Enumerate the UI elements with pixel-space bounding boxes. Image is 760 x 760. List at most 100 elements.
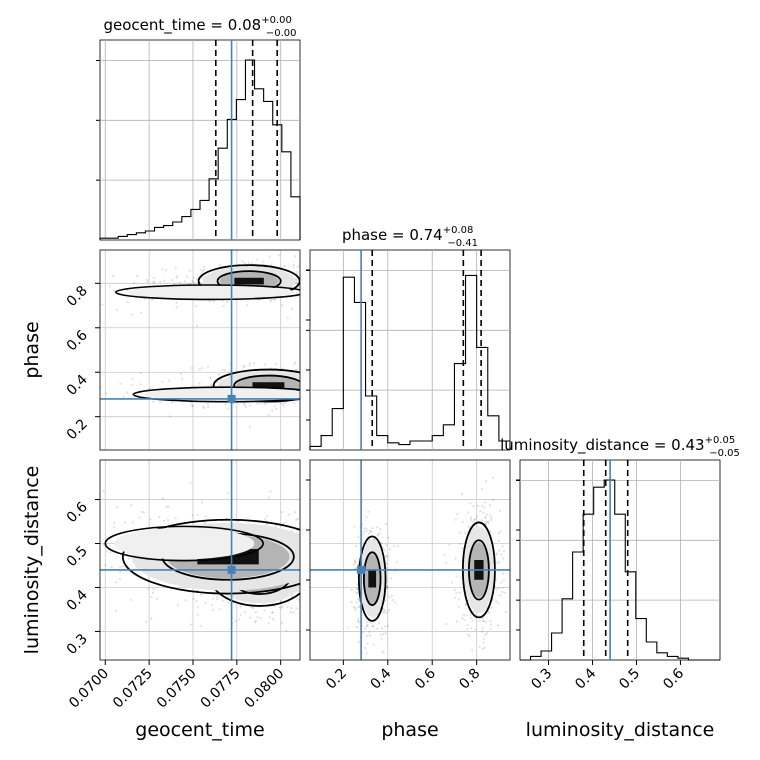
sample-point <box>152 280 155 283</box>
sample-point <box>301 269 303 271</box>
sample-point <box>377 370 379 372</box>
sample-point <box>162 519 166 522</box>
sample-point <box>296 270 299 273</box>
y-tick-label: 0.6 <box>64 327 91 354</box>
sample-point <box>385 562 388 566</box>
sample-point <box>290 607 293 610</box>
panel-frame <box>519 459 721 661</box>
sample-point <box>504 610 508 613</box>
sample-point <box>483 646 486 649</box>
sample-point <box>114 609 118 612</box>
sample-point <box>502 572 505 575</box>
sample-point <box>301 556 303 558</box>
sample-point <box>184 599 187 602</box>
sample-point <box>311 392 313 394</box>
sample-point <box>300 597 302 599</box>
sample-point <box>196 277 199 281</box>
sample-point <box>32 295 34 297</box>
sample-point <box>21 402 23 404</box>
sample-point <box>88 592 90 594</box>
sample-point <box>224 403 227 406</box>
sample-point <box>242 364 245 367</box>
sample-point <box>466 623 469 627</box>
sample-point <box>275 407 278 411</box>
sample-point <box>445 622 448 626</box>
sample-point <box>175 306 178 309</box>
sample-point <box>340 404 342 406</box>
sample-point <box>303 389 305 391</box>
sample-point <box>484 620 487 624</box>
sample-point <box>269 298 272 301</box>
panel-frame <box>99 249 301 451</box>
sample-point <box>302 586 304 588</box>
sample-point <box>267 496 270 499</box>
sample-point <box>202 406 206 410</box>
sample-point <box>390 387 392 389</box>
sample-point <box>102 489 105 493</box>
sample-point <box>321 279 323 281</box>
title-prefix: luminosity_distance = <box>500 436 671 455</box>
sample-point <box>296 517 300 520</box>
sample-point <box>296 368 299 371</box>
sample-point <box>499 594 502 597</box>
sample-point <box>445 301 447 303</box>
sample-point <box>501 586 504 590</box>
sample-point <box>368 634 371 637</box>
sample-point <box>305 278 307 280</box>
sample-point <box>316 368 318 370</box>
sample-point <box>97 552 99 554</box>
sample-point <box>364 647 367 650</box>
panel-title-luminosity_distance: luminosity_distance = 0.43+0.05 −0.05 <box>500 435 740 459</box>
sample-point <box>459 531 462 534</box>
sample-point <box>248 362 251 365</box>
histogram-geocent_time <box>99 59 301 240</box>
sample-point <box>450 581 454 584</box>
sample-point <box>385 611 388 615</box>
sample-point <box>60 579 62 581</box>
sample-point <box>145 620 148 624</box>
sample-point <box>390 594 393 597</box>
sample-point <box>310 385 312 387</box>
sample-point <box>371 625 374 628</box>
sample-point <box>252 607 255 610</box>
sample-point <box>174 516 177 520</box>
sample-point <box>362 533 365 536</box>
sample-point <box>140 510 143 513</box>
sample-point <box>121 565 124 568</box>
sample-point <box>488 504 491 507</box>
sample-point <box>283 401 286 405</box>
sample-point <box>453 589 457 592</box>
title-lower-err: −0.41 <box>447 238 478 249</box>
sample-point <box>365 652 368 655</box>
sample-point <box>466 633 470 636</box>
sample-point <box>502 557 505 560</box>
sample-point <box>498 549 501 552</box>
sample-point <box>283 264 287 268</box>
sample-point <box>502 550 506 553</box>
x-tick-label: 0.0725 <box>110 666 156 712</box>
sample-point <box>365 625 368 628</box>
sample-point <box>498 509 502 512</box>
sample-point <box>464 532 467 535</box>
sample-point <box>481 647 485 650</box>
sample-point <box>332 387 334 389</box>
sample-point <box>243 261 246 265</box>
sample-point <box>221 368 224 371</box>
sample-point <box>274 524 277 527</box>
sample-point <box>485 480 488 483</box>
sample-point <box>319 369 321 371</box>
sample-point <box>305 391 307 393</box>
sample-point <box>465 614 468 617</box>
sample-point <box>112 289 116 293</box>
x-tick-label: 0.6 <box>412 665 439 692</box>
sample-point <box>295 281 298 284</box>
sample-point <box>254 619 258 622</box>
sample-point <box>153 281 156 284</box>
sample-point <box>326 278 328 280</box>
sample-point <box>199 268 202 271</box>
sample-point <box>383 611 386 614</box>
sample-point <box>300 381 302 383</box>
sample-point <box>471 619 474 622</box>
sample-point <box>206 402 210 405</box>
sample-point <box>130 598 133 601</box>
